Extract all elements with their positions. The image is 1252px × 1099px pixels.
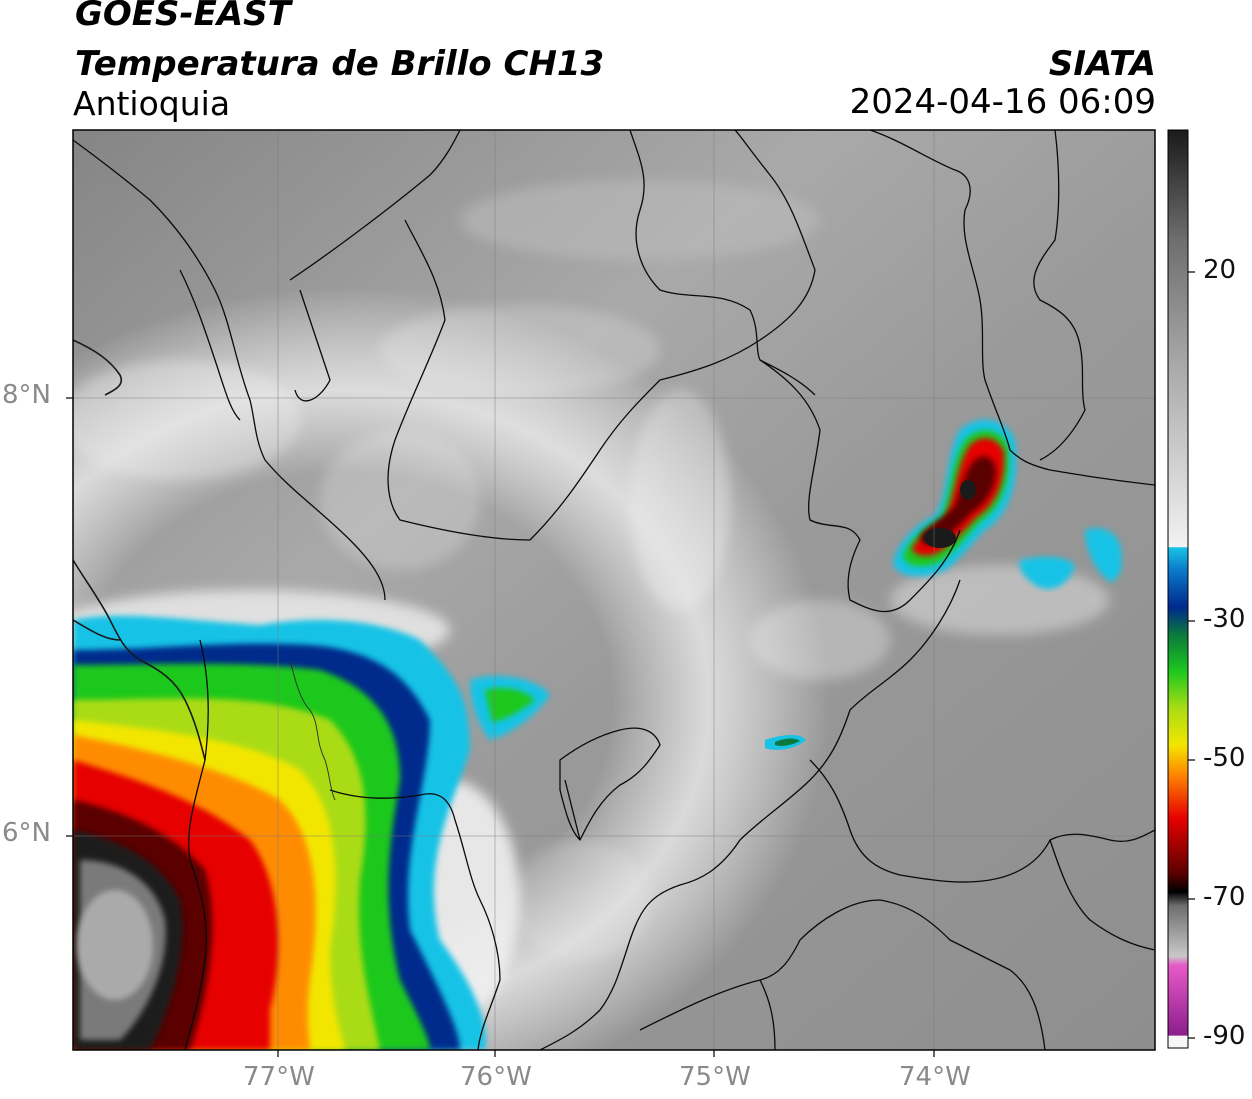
lon-label-75w: 75°W [679,1062,751,1092]
axis-ticks [66,397,935,1057]
colorbar-label-m90: -90 [1203,1021,1246,1051]
colorbar-label-m70: -70 [1203,882,1246,912]
colorbar-ticks [1188,271,1195,1039]
river [289,659,336,801]
map-area [73,130,1155,1050]
map-frame [72,129,1156,1051]
colorbar-label-m30: -30 [1203,604,1246,634]
lon-label-76w: 76°W [460,1062,532,1092]
coastline [73,339,206,761]
colorbar-label-20: 20 [1203,255,1237,285]
lat-label-8n: 8°N [2,380,51,410]
product-title: Temperatura de Brillo CH13 [75,44,605,84]
region-label: Antioquia [73,84,231,123]
satellite-title: GOES-EAST [75,0,291,34]
lat-label-6n: 6°N [2,818,51,848]
storm-southwest [73,615,550,1050]
datetime-label: 2024-04-16 06:09 [849,82,1156,122]
lon-label-77w: 77°W [243,1062,315,1092]
lon-label-74w: 74°W [899,1062,971,1092]
graticule [73,130,1155,1050]
organization-label: SIATA [1048,44,1156,84]
colorbar-label-m50: -50 [1203,743,1246,773]
storm-northeast [765,419,1122,750]
colorbar [1167,129,1189,1049]
borders [73,130,1155,1050]
